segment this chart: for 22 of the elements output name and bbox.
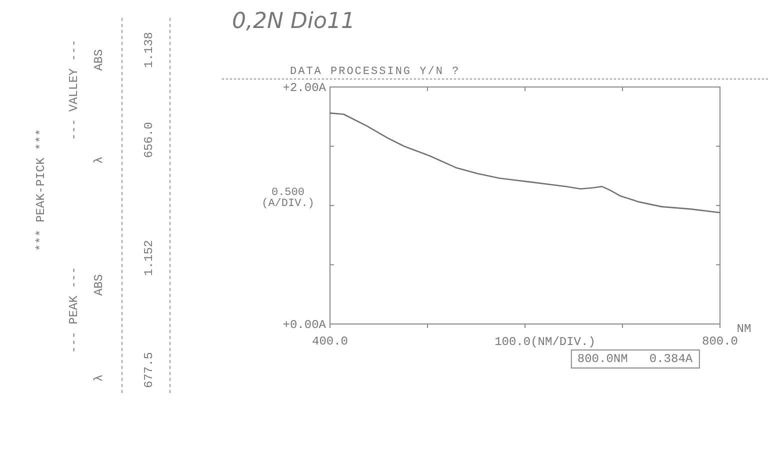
- text: --- VALLEY ---: [67, 40, 82, 140]
- text: λ: [92, 156, 106, 164]
- text: ABS: [92, 49, 106, 71]
- x-tick-label: 800.0: [702, 334, 738, 349]
- text: NM: [736, 322, 752, 336]
- text: --- PEAK ---: [67, 266, 82, 354]
- y-tick-label: +0.00A: [282, 318, 327, 332]
- chart-subtitle: DATA PROCESSING Y/N ?: [290, 66, 460, 78]
- x-tick-label: 400.0: [312, 334, 348, 349]
- text: *** PEAK-PICK ***: [34, 128, 48, 252]
- x-axis-title: 100.0(NM/DIV.): [494, 335, 596, 349]
- text: 656.0: [142, 122, 156, 158]
- y-tick-label: +2.00A: [282, 80, 327, 95]
- y-axis-title: 0.500 (A/DIV.): [262, 187, 314, 210]
- chart-title: 0,2N Dio11: [232, 9, 355, 34]
- text: 677.5: [142, 352, 156, 388]
- text: λ: [92, 374, 106, 382]
- text: ABS: [92, 274, 106, 296]
- text: 1.138: [142, 32, 156, 68]
- text: 800.0NM 0.384A: [577, 352, 694, 366]
- text: 1.152: [142, 240, 156, 276]
- line-series: [329, 112, 721, 214]
